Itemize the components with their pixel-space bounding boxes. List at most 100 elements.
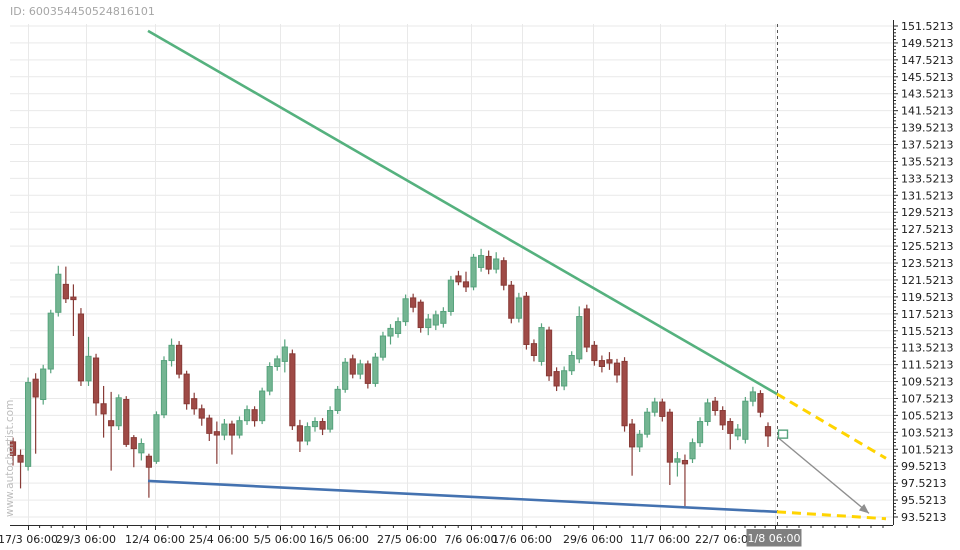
candle-body (243, 409, 251, 422)
candle-body (198, 408, 205, 419)
candle-body (425, 318, 432, 329)
y-tick-label: 127.5213 (901, 223, 954, 236)
pattern-id-label: ID: 600354450524816101 (10, 5, 155, 18)
candle-body (206, 417, 213, 434)
support-forecast-line (776, 510, 887, 521)
candle-body (576, 316, 583, 360)
candle-body (130, 437, 137, 450)
candle-body (387, 327, 394, 337)
candle-body (123, 399, 130, 445)
candle-body (319, 421, 326, 430)
y-tick-label: 145.5213 (901, 71, 954, 84)
candle-body (228, 423, 236, 436)
candle-body (493, 258, 500, 270)
candle-body (349, 358, 356, 375)
candle-body (266, 365, 273, 392)
x-tick-label: 11/7 06:00 (630, 533, 690, 546)
candle-body (357, 363, 364, 375)
x-tick-label: 7/6 06:00 (445, 533, 498, 546)
candle-body (621, 360, 628, 427)
candle-body (478, 255, 485, 268)
candle-body (259, 390, 266, 422)
candle-body (70, 296, 77, 301)
candle-body (485, 255, 492, 270)
y-tick-label: 119.5213 (901, 291, 954, 304)
y-tick-label: 137.5213 (901, 139, 954, 152)
breakout-marker (777, 429, 789, 439)
y-tick-label: 139.5213 (901, 122, 954, 135)
candle-body (40, 368, 47, 401)
candle-body (636, 433, 643, 448)
y-tick-label: 101.5213 (901, 443, 954, 456)
x-tick-label: 17/3 06:00 (0, 533, 58, 546)
candle-body (327, 410, 334, 430)
candle-body (334, 388, 341, 412)
x-tick-label: 17/6 06:00 (492, 533, 552, 546)
forecast-arrow (776, 436, 870, 514)
y-tick-label: 115.5213 (901, 325, 954, 338)
candle-body (145, 455, 153, 468)
current-date-highlight (746, 529, 802, 547)
candle-body (470, 256, 477, 288)
axes: 151.5213 149.5213 147.5213 145.5213 143.5213… (0, 20, 954, 547)
candle-body (545, 329, 553, 377)
support-trendline (147, 479, 778, 514)
y-tick-label: 143.5213 (901, 88, 954, 101)
candle-body (342, 361, 349, 390)
candle-body (296, 425, 303, 442)
candle-body (85, 355, 92, 382)
x-tick-label: 22/7 06:00 (695, 533, 755, 546)
y-tick-label: 135.5213 (901, 155, 954, 168)
resistance-forecast-line (776, 392, 887, 460)
candle-body (17, 454, 24, 463)
candle-body (304, 426, 311, 442)
candle-body (583, 308, 590, 348)
candle-body (100, 403, 107, 415)
candle-body (455, 275, 462, 283)
candle-body (696, 421, 704, 444)
candle-body (153, 414, 160, 462)
candle-body (462, 281, 470, 288)
y-tick-label: 93.5213 (901, 511, 947, 524)
y-tick-label: 129.5213 (901, 206, 954, 219)
candle-body (9, 441, 17, 456)
candle-body (221, 423, 228, 436)
current-date-label: 1/8 06:00 (748, 532, 801, 545)
candle-body (712, 400, 719, 412)
candles (9, 248, 772, 507)
candle-body (168, 344, 175, 362)
candle-body (432, 314, 439, 326)
candle-body (749, 391, 756, 402)
candle-body (500, 260, 507, 286)
candle-body (606, 359, 613, 364)
y-tick-label: 147.5213 (901, 54, 954, 67)
candle-body (757, 393, 764, 413)
candle-body (568, 354, 575, 372)
candle-body (447, 279, 454, 312)
candle-body (176, 344, 183, 375)
y-tick-label: 105.5213 (901, 409, 954, 422)
y-tick-label: 113.5213 (901, 342, 954, 355)
y-tick-label: 95.5213 (901, 494, 947, 507)
candle-body (77, 313, 85, 382)
candle-body (704, 402, 711, 423)
candle-body (394, 321, 402, 334)
y-tick-label: 151.5213 (901, 20, 954, 33)
y-tick-label: 125.5213 (901, 240, 954, 253)
candle-body (613, 362, 621, 376)
x-tick-label: 29/6 06:00 (563, 533, 623, 546)
candle-body (681, 459, 689, 465)
candle-body (742, 400, 749, 440)
candle-body (379, 335, 387, 358)
candle-body (138, 443, 145, 454)
candle-body (644, 411, 651, 435)
y-tick-label: 99.5213 (901, 460, 947, 473)
candle-body (311, 421, 319, 428)
candle-body (92, 357, 100, 404)
candle-body (659, 401, 666, 417)
y-tick-label: 97.5213 (901, 477, 947, 490)
candle-body (62, 283, 69, 300)
candle-body (666, 411, 673, 463)
